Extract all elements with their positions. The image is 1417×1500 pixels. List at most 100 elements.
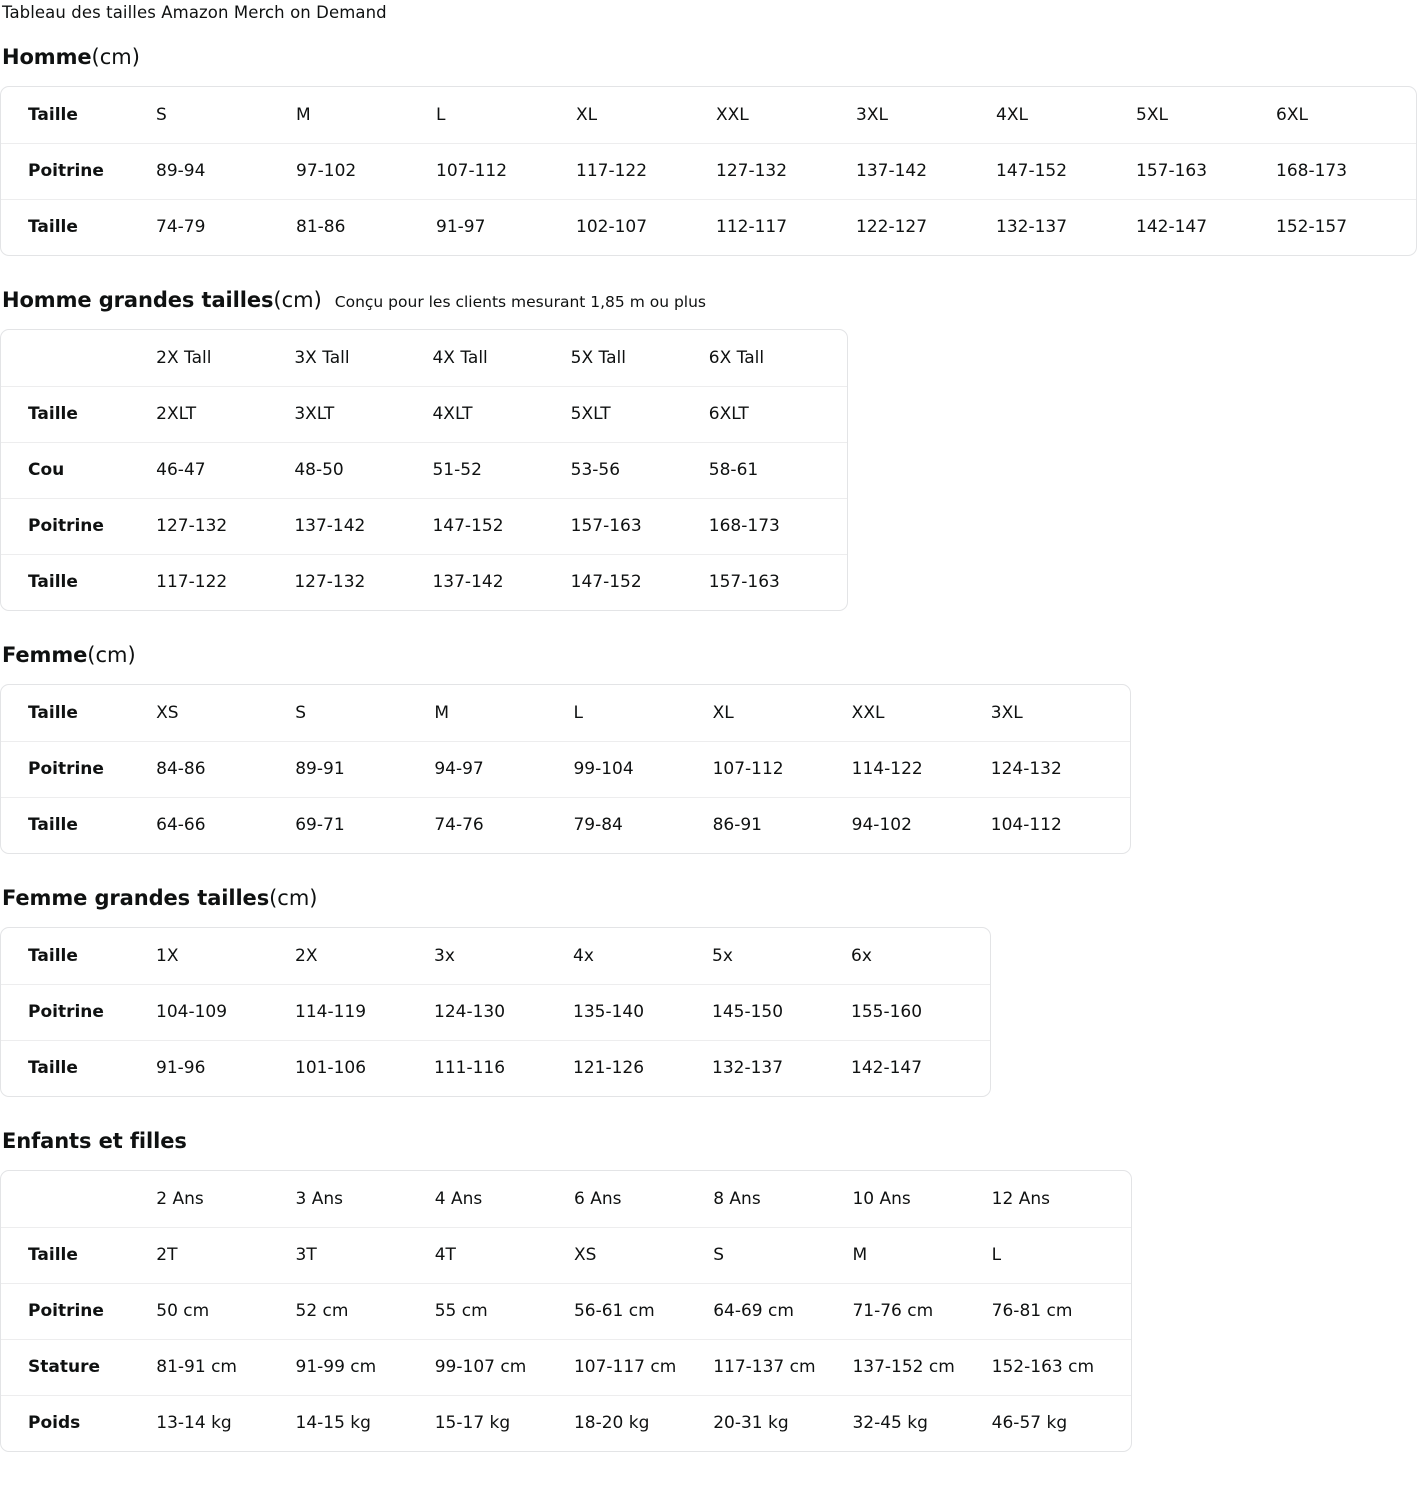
table-cell: 152-157: [1276, 198, 1416, 255]
section-heading-unit: (cm): [273, 287, 322, 312]
table-cell: 3XLT: [294, 385, 433, 442]
table-cell: 157-163: [1136, 142, 1276, 199]
table-row: Poitrine 127-132 137-142 147-152 157-163…: [1, 497, 847, 554]
table-cell: 114-122: [851, 740, 991, 797]
section-heading-unit: (cm): [91, 44, 140, 69]
table-cell: 2X Tall: [156, 347, 212, 368]
table-cell: 3x: [434, 945, 455, 966]
table-cell: 81-86: [296, 198, 436, 255]
table-cell: 81-91 cm: [156, 1338, 296, 1395]
table-homme-grandes-tailles: 2X Tall 3X Tall 4X Tall 5X Tall 6X Tall …: [0, 328, 848, 611]
table-cell: M: [434, 702, 450, 723]
section-heading-unit: (cm): [269, 885, 318, 910]
table-cell: 117-137 cm: [713, 1338, 853, 1395]
table-cell: 132-137: [712, 1039, 851, 1096]
table-cell: 4 Ans: [434, 1188, 483, 1209]
table-cell: 107-112: [436, 142, 576, 199]
table-cell: 89-94: [156, 142, 296, 199]
table-cell: 102-107: [576, 198, 716, 255]
row-header-cell: Cou: [1, 441, 157, 498]
table-cell: 79-84: [573, 796, 713, 853]
table-cell: 137-142: [294, 497, 433, 554]
table-cell: 104-112: [990, 796, 1130, 853]
section-femme: Femme(cm) Taille XS S M L XL XXL 3XL: [0, 642, 1417, 854]
section-heading-main: Homme grandes tailles: [2, 287, 274, 312]
table-cell: 64-69 cm: [713, 1282, 853, 1339]
section-heading-main: Enfants et filles: [2, 1128, 187, 1153]
table-homme: Taille S M L XL XXL 3XL 4XL 5XL 6XL Poit…: [0, 85, 1417, 256]
table-cell: 121-126: [573, 1039, 712, 1096]
table-cell: 18-20 kg: [573, 1394, 714, 1451]
table-cell: 107-112: [712, 740, 852, 797]
table-cell: 132-137: [996, 198, 1136, 255]
table-cell: 12 Ans: [991, 1188, 1050, 1209]
table-row: Taille XS S M L XL XXL 3XL: [1, 685, 1130, 741]
table-cell: 107-117 cm: [573, 1338, 714, 1395]
section-homme: Homme(cm) Taille S M L XL XXL 3XL 4XL 5X…: [0, 44, 1417, 256]
table-cell: 5x: [712, 945, 733, 966]
table-cell: S: [713, 1226, 853, 1283]
table-cell: 6XL: [1276, 104, 1308, 125]
table-row: Poitrine 89-94 97-102 107-112 117-122 12…: [1, 142, 1416, 199]
table-cell: XXL: [851, 702, 885, 723]
table-row: 2X Tall 3X Tall 4X Tall 5X Tall 6X Tall: [1, 330, 847, 386]
table-cell: 8 Ans: [713, 1188, 761, 1209]
section-heading-main: Femme: [2, 642, 88, 667]
table-cell: 168-173: [1276, 142, 1416, 199]
table-cell: 5XL: [1136, 104, 1168, 125]
section-heading-note: Conçu pour les clients mesurant 1,85 m o…: [334, 292, 707, 311]
table-cell: S: [156, 104, 167, 125]
table-cell: 122-127: [856, 198, 996, 255]
section-heading-main: Femme grandes tailles: [2, 885, 270, 910]
table-row: Taille 74-79 81-86 91-97 102-107 112-117…: [1, 198, 1416, 255]
table-cell: 3XL: [856, 104, 888, 125]
section-heading-homme-tall: Homme grandes tailles(cm) Conçu pour les …: [0, 287, 1417, 312]
table-cell: 147-152: [996, 142, 1136, 199]
table-cell: 55 cm: [434, 1282, 574, 1339]
table-cell: 91-99 cm: [295, 1338, 435, 1395]
row-header-cell: Taille: [1, 796, 157, 853]
table-cell: S: [295, 702, 307, 723]
table-cell: 48-50: [294, 441, 433, 498]
row-header-cell: Poitrine: [1, 142, 156, 199]
table-row: Taille 91-96 101-106 111-116 121-126 132…: [1, 1039, 990, 1096]
row-header-cell: Taille: [28, 945, 78, 966]
row-header-cell: Taille: [1, 385, 157, 442]
table-row: Poitrine 84-86 89-91 94-97 99-104 107-11…: [1, 740, 1130, 797]
table-row: Stature 81-91 cm 91-99 cm 99-107 cm 107-…: [1, 1338, 1131, 1395]
table-row: Poids 13-14 kg 14-15 kg 15-17 kg 18-20 k…: [1, 1394, 1131, 1451]
row-header-cell: Poitrine: [1, 1282, 157, 1339]
table-cell: 114-119: [295, 983, 434, 1040]
table-cell: 127-132: [156, 497, 295, 554]
table-cell: L: [436, 104, 446, 125]
table-cell: 157-163: [570, 497, 709, 554]
table-cell: 117-122: [156, 553, 295, 610]
table-row: Taille 2T 3T 4T XS S M L: [1, 1226, 1131, 1283]
size-chart-page: Tableau des tailles Amazon Merch on Dema…: [0, 4, 1417, 1452]
table-cell: XL: [576, 104, 598, 125]
table-cell: 32-45 kg: [852, 1394, 992, 1451]
table-cell: 124-132: [990, 740, 1130, 797]
table-cell: 99-104: [573, 740, 713, 797]
table-row: Poitrine 104-109 114-119 124-130 135-140…: [1, 983, 990, 1040]
table-cell: XL: [712, 702, 734, 723]
section-femme-grandes-tailles: Femme grandes tailles(cm) Taille 1X 2X 3…: [0, 885, 1417, 1097]
table-cell: 58-61: [708, 441, 847, 498]
section-heading-homme: Homme(cm): [0, 44, 1417, 69]
table-cell: 6x: [851, 945, 872, 966]
table-cell: 64-66: [156, 796, 296, 853]
table-cell: 46-57 kg: [991, 1394, 1131, 1451]
table-cell: 94-97: [434, 740, 574, 797]
table-cell: 124-130: [434, 983, 573, 1040]
table-cell: 137-142: [432, 553, 571, 610]
table-cell: 2T: [156, 1226, 296, 1283]
table-row: Taille 64-66 69-71 74-76 79-84 86-91 94-…: [1, 796, 1130, 853]
table-cell: 157-163: [708, 553, 847, 610]
table-femme-grandes-tailles: Taille 1X 2X 3x 4x 5x 6x Poitrine 104-10…: [0, 926, 991, 1097]
table-cell: 3XL: [990, 702, 1023, 723]
table-cell: 94-102: [851, 796, 991, 853]
section-heading-femme-tall: Femme grandes tailles(cm): [0, 885, 1417, 910]
table-cell: 104-109: [156, 983, 295, 1040]
table-cell: 4x: [573, 945, 594, 966]
table-cell: 168-173: [708, 497, 847, 554]
